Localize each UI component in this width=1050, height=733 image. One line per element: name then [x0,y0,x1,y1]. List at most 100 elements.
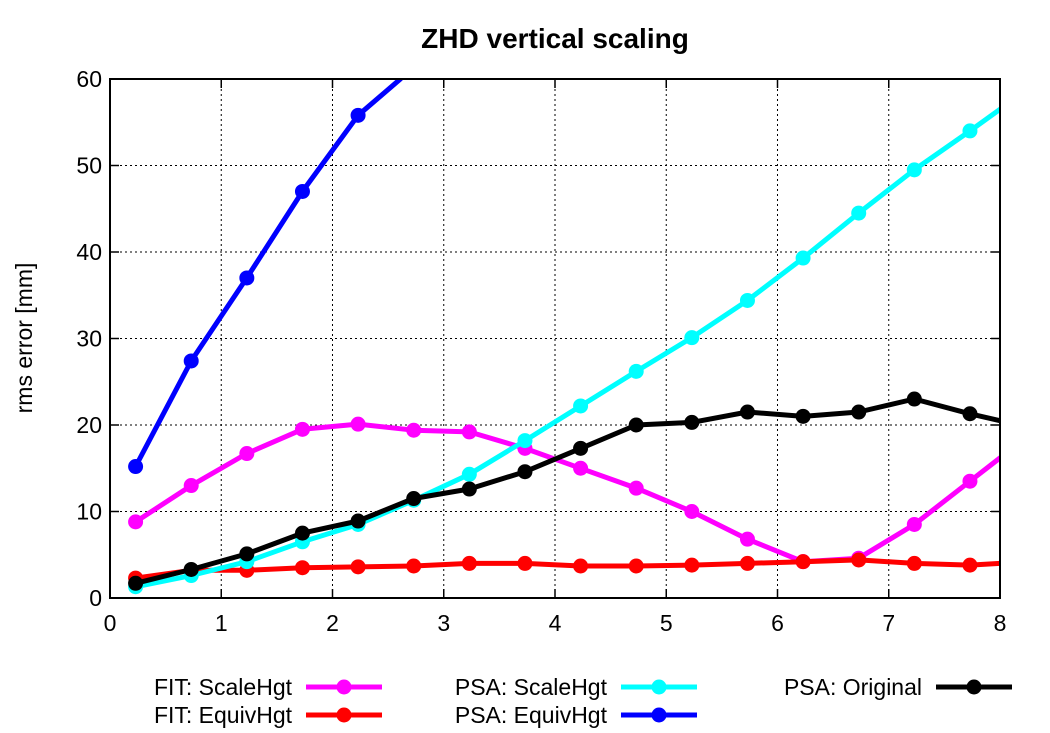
series-fit-scalehgt [128,416,1000,570]
x-tick-label: 3 [437,610,450,636]
legend-item-psa-equivhgt: PSA: EquivHgt [455,702,697,728]
data-point-fit-equivhgt [573,558,589,574]
y-tick-label: 50 [76,153,102,179]
data-point-fit-scalehgt [739,531,755,547]
data-point-psa-original [795,408,811,424]
data-point-psa-scalehgt [461,466,477,482]
data-point-psa-original [851,404,867,420]
data-point-psa-equivhgt [239,270,255,286]
x-tick-label: 6 [771,610,784,636]
data-point-fit-scalehgt [128,514,144,530]
legend-swatch-marker [651,679,667,695]
data-point-psa-original [962,406,978,422]
data-point-fit-scalehgt [906,516,922,532]
data-point-psa-original [183,561,199,577]
data-point-fit-equivhgt [350,559,366,575]
data-point-psa-original [573,440,589,456]
legend-item-psa-scalehgt: PSA: ScaleHgt [455,674,697,700]
series-psa-scalehgt [128,106,1000,595]
data-point-psa-original [628,417,644,433]
data-point-fit-scalehgt [684,504,700,519]
data-point-fit-scalehgt [406,422,422,438]
data-point-fit-equivhgt [294,560,310,576]
data-point-psa-original [128,575,144,591]
x-tick-label: 7 [882,610,895,636]
data-point-fit-scalehgt [183,478,199,494]
data-point-psa-scalehgt [684,330,700,346]
legend-label: FIT: EquivHgt [154,702,293,728]
x-tick-label: 5 [660,610,673,636]
y-tick-label: 30 [76,326,102,352]
axis-ticks: 0 1 2 3 4 5 6 7 8 0 10 20 30 40 50 60 [76,66,1006,636]
data-point-fit-equivhgt [795,554,811,570]
legend-swatch-marker [336,679,352,695]
data-point-psa-equivhgt [128,459,144,475]
data-point-fit-equivhgt [406,558,422,574]
legend-label: FIT: ScaleHgt [154,674,293,700]
data-point-psa-original [350,513,366,529]
data-point-psa-equivhgt [350,107,366,123]
data-point-fit-equivhgt [851,552,867,568]
x-tick-label: 8 [994,610,1007,636]
data-point-psa-scalehgt [851,205,867,221]
data-point-fit-equivhgt [962,557,978,573]
data-point-fit-scalehgt [294,421,310,437]
y-tick-label: 60 [76,66,102,92]
chart-title: ZHD vertical scaling [421,23,689,54]
legend-label: PSA: Original [784,674,922,700]
legend-item-psa-original: PSA: Original [784,674,1012,700]
data-point-psa-scalehgt [795,250,811,266]
data-point-psa-original [906,391,922,407]
grid [110,79,1000,598]
y-tick-label: 10 [76,499,102,525]
series-line-fit-equivhgt [133,557,1000,581]
data-point-psa-original [239,546,255,562]
data-point-fit-scalehgt [461,424,477,440]
data-point-psa-scalehgt [739,292,755,308]
legend-item-fit-equivhgt: FIT: EquivHgt [154,702,382,728]
data-point-psa-original [406,491,422,507]
legend-label: PSA: ScaleHgt [455,674,608,700]
data-point-psa-original [684,414,700,430]
data-point-fit-scalehgt [573,460,589,476]
data-point-psa-scalehgt [906,162,922,178]
data-point-fit-equivhgt [517,555,533,571]
x-tick-label: 1 [215,610,228,636]
legend-swatch-marker [336,707,352,723]
data-point-psa-equivhgt [183,353,199,369]
data-point-psa-scalehgt [573,398,589,414]
data-point-psa-original [294,525,310,541]
legend-label: PSA: EquivHgt [455,702,608,728]
y-tick-label: 0 [89,585,102,611]
x-tick-label: 2 [326,610,339,636]
data-point-psa-equivhgt [294,183,310,199]
series-line-psa-equivhgt [133,79,403,469]
data-point-fit-equivhgt [906,555,922,571]
y-axis-title: rms error [mm] [11,263,37,414]
data-point-psa-scalehgt [517,433,533,449]
data-point-fit-equivhgt [461,555,477,571]
data-point-fit-equivhgt [628,558,644,574]
series-psa-equivhgt [128,79,403,475]
x-tick-label: 4 [549,610,562,636]
data-point-psa-original [517,464,533,480]
data-point-psa-scalehgt [628,363,644,379]
series-psa-original [128,391,1000,591]
data-point-fit-equivhgt [684,557,700,573]
data-point-fit-scalehgt [239,446,255,462]
series-line-psa-scalehgt [133,106,1000,590]
legend-swatch-marker [966,679,982,695]
data-point-psa-original [461,481,477,497]
data-point-fit-equivhgt [739,555,755,571]
series-line-fit-scalehgt [133,421,1000,565]
y-tick-label: 40 [76,239,102,265]
data-point-fit-scalehgt [350,416,366,432]
legend-swatch-marker [651,707,667,723]
x-tick-label: 0 [104,610,117,636]
data-point-psa-scalehgt [962,123,978,139]
legend-item-fit-scalehgt: FIT: ScaleHgt [154,674,382,700]
data-point-fit-scalehgt [628,480,644,496]
data-point-fit-scalehgt [962,473,978,489]
